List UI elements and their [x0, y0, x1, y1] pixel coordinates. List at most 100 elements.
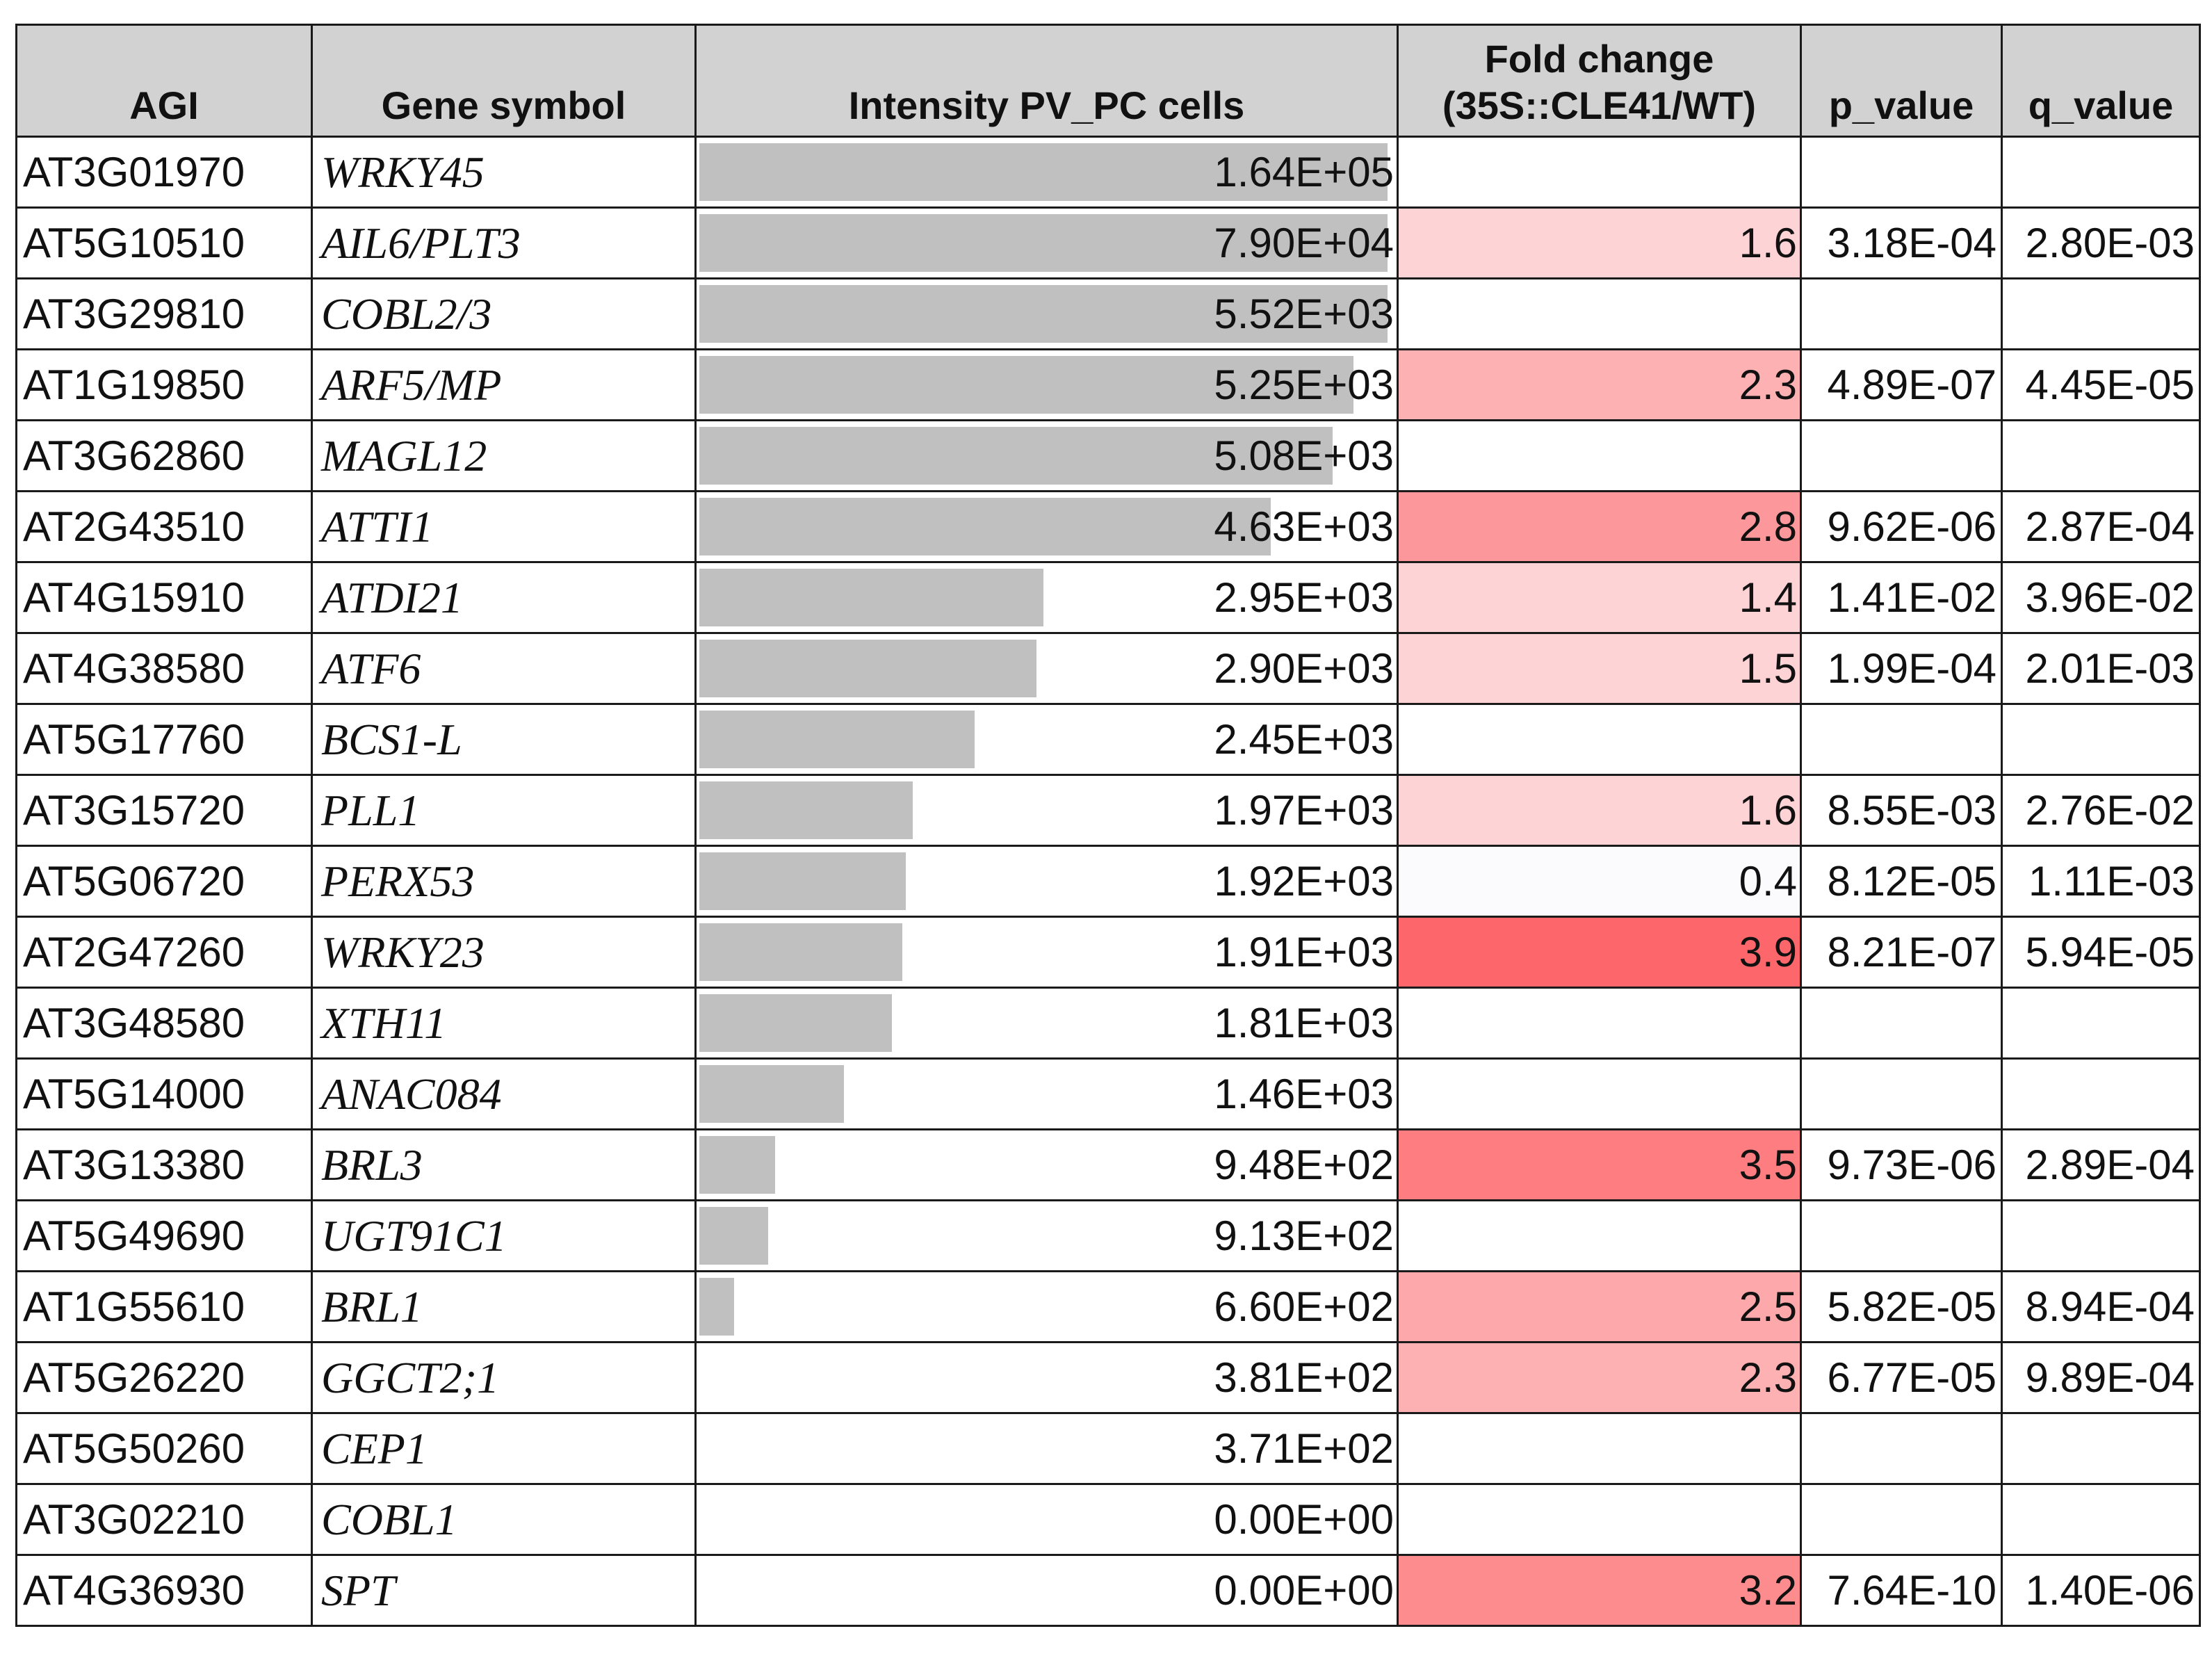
- header-agi: AGI: [15, 24, 313, 138]
- cell-intensity: 7.90E+04: [694, 206, 1399, 279]
- cell-p-value: [1800, 419, 2003, 492]
- header-p-value: p_value: [1800, 24, 2003, 138]
- cell-p-value: 9.62E-06: [1800, 490, 2003, 563]
- cell-agi: AT3G02210: [15, 1483, 313, 1556]
- intensity-bar: [699, 711, 975, 768]
- cell-intensity: 2.45E+03: [694, 703, 1399, 776]
- cell-fold-change: 3.2: [1397, 1554, 1802, 1627]
- table-row: AT4G15910 ATDI21 2.95E+03 1.4 1.41E-02 3.96E-…: [15, 561, 2201, 634]
- intensity-value: 9.48E+02: [1214, 1142, 1394, 1188]
- cell-agi: AT5G17760: [15, 703, 313, 776]
- table-row: AT5G17760 BCS1-L 2.45E+03: [15, 703, 2201, 776]
- table-row: AT4G36930 SPT 0.00E+00 3.2 7.64E-10 1.40E-06: [15, 1554, 2201, 1627]
- intensity-bar: [699, 1136, 775, 1194]
- cell-gene-symbol: PLL1: [311, 774, 697, 847]
- cell-fold-change: 1.6: [1397, 774, 1802, 847]
- cell-agi: AT5G49690: [15, 1199, 313, 1272]
- cell-fold-change: [1397, 136, 1802, 209]
- intensity-value: 1.92E+03: [1214, 858, 1394, 905]
- table-row: AT1G55610 BRL1 6.60E+02 2.5 5.82E-05 8.94E-04: [15, 1270, 2201, 1343]
- cell-gene-symbol: COBL1: [311, 1483, 697, 1556]
- cell-p-value: [1800, 1483, 2003, 1556]
- intensity-bar: [699, 1207, 768, 1265]
- cell-fold-change: [1397, 987, 1802, 1060]
- header-fold-change: Fold change (35S::CLE41/WT): [1397, 24, 1802, 138]
- cell-gene-symbol: WRKY45: [311, 136, 697, 209]
- cell-fold-change: 1.6: [1397, 206, 1802, 279]
- intensity-bar: [699, 214, 1388, 272]
- cell-q-value: [2001, 1199, 2201, 1272]
- cell-gene-symbol: GGCT2;1: [311, 1341, 697, 1414]
- gene-expression-table: AGI Gene symbol Intensity PV_PC cells Fo…: [15, 24, 2201, 1627]
- intensity-bar: [699, 143, 1388, 201]
- header-gene-symbol: Gene symbol: [311, 24, 697, 138]
- cell-p-value: 7.64E-10: [1800, 1554, 2003, 1627]
- cell-gene-symbol: ARF5/MP: [311, 348, 697, 421]
- table-row: AT3G29810 COBL2/3 5.52E+03: [15, 277, 2201, 350]
- table-body: AT3G01970 WRKY45 1.64E+05 AT5G10510 AIL6/PLT…: [15, 136, 2201, 1627]
- table-row: AT2G47260 WRKY23 1.91E+03 3.9 8.21E-07 5.94E-…: [15, 916, 2201, 989]
- intensity-value: 6.60E+02: [1214, 1283, 1394, 1330]
- cell-fold-change: [1397, 277, 1802, 350]
- intensity-value: 9.13E+02: [1214, 1212, 1394, 1259]
- cell-gene-symbol: BCS1-L: [311, 703, 697, 776]
- cell-gene-symbol: PERX53: [311, 845, 697, 918]
- intensity-bar: [699, 923, 902, 981]
- cell-intensity: 6.60E+02: [694, 1270, 1399, 1343]
- intensity-value: 2.45E+03: [1214, 716, 1394, 763]
- cell-fold-change: 2.8: [1397, 490, 1802, 563]
- cell-q-value: 3.96E-02: [2001, 561, 2201, 634]
- cell-q-value: 8.94E-04: [2001, 1270, 2201, 1343]
- intensity-bar: [699, 1065, 844, 1123]
- cell-intensity: 5.08E+03: [694, 419, 1399, 492]
- cell-p-value: 8.12E-05: [1800, 845, 2003, 918]
- cell-agi: AT1G55610: [15, 1270, 313, 1343]
- cell-agi: AT3G62860: [15, 419, 313, 492]
- table-row: AT3G02210 COBL1 0.00E+00: [15, 1483, 2201, 1556]
- intensity-bar: [699, 356, 1353, 414]
- cell-q-value: 1.11E-03: [2001, 845, 2201, 918]
- cell-agi: AT1G19850: [15, 348, 313, 421]
- header-intensity: Intensity PV_PC cells: [694, 24, 1399, 138]
- cell-agi: AT5G26220: [15, 1341, 313, 1414]
- cell-fold-change: [1397, 1483, 1802, 1556]
- cell-intensity: 2.95E+03: [694, 561, 1399, 634]
- cell-fold-change: 1.4: [1397, 561, 1802, 634]
- cell-q-value: [2001, 1057, 2201, 1130]
- cell-agi: AT2G47260: [15, 916, 313, 989]
- cell-q-value: 2.87E-04: [2001, 490, 2201, 563]
- cell-p-value: 1.41E-02: [1800, 561, 2003, 634]
- intensity-bar: [699, 285, 1388, 343]
- cell-intensity: 2.90E+03: [694, 632, 1399, 705]
- cell-agi: AT3G29810: [15, 277, 313, 350]
- header-fold-change-line2: (35S::CLE41/WT): [1442, 83, 1757, 127]
- cell-p-value: [1800, 277, 2003, 350]
- cell-fold-change: 2.5: [1397, 1270, 1802, 1343]
- intensity-value: 5.25E+03: [1214, 362, 1394, 408]
- cell-p-value: 4.89E-07: [1800, 348, 2003, 421]
- cell-agi: AT3G01970: [15, 136, 313, 209]
- cell-intensity: 3.81E+02: [694, 1341, 1399, 1414]
- table-row: AT5G06720 PERX53 1.92E+03 0.4 8.12E-05 1.11E-…: [15, 845, 2201, 918]
- cell-agi: AT5G14000: [15, 1057, 313, 1130]
- cell-q-value: 2.80E-03: [2001, 206, 2201, 279]
- cell-gene-symbol: WRKY23: [311, 916, 697, 989]
- intensity-value: 0.00E+00: [1214, 1496, 1394, 1543]
- cell-q-value: 4.45E-05: [2001, 348, 2201, 421]
- header-row: AGI Gene symbol Intensity PV_PC cells Fo…: [15, 24, 2201, 138]
- intensity-value: 1.97E+03: [1214, 787, 1394, 834]
- table-row: AT3G15720 PLL1 1.97E+03 1.6 8.55E-03 2.76E-02: [15, 774, 2201, 847]
- cell-q-value: [2001, 703, 2201, 776]
- cell-agi: AT4G15910: [15, 561, 313, 634]
- cell-p-value: [1800, 1057, 2003, 1130]
- cell-fold-change: 1.5: [1397, 632, 1802, 705]
- intensity-value: 1.91E+03: [1214, 929, 1394, 975]
- intensity-bar: [699, 994, 892, 1052]
- intensity-value: 7.90E+04: [1214, 220, 1394, 266]
- intensity-value: 2.90E+03: [1214, 645, 1394, 692]
- cell-intensity: 0.00E+00: [694, 1483, 1399, 1556]
- intensity-bar: [699, 852, 906, 910]
- intensity-value: 0.00E+00: [1214, 1567, 1394, 1614]
- cell-intensity: 1.64E+05: [694, 136, 1399, 209]
- intensity-bar: [699, 640, 1036, 697]
